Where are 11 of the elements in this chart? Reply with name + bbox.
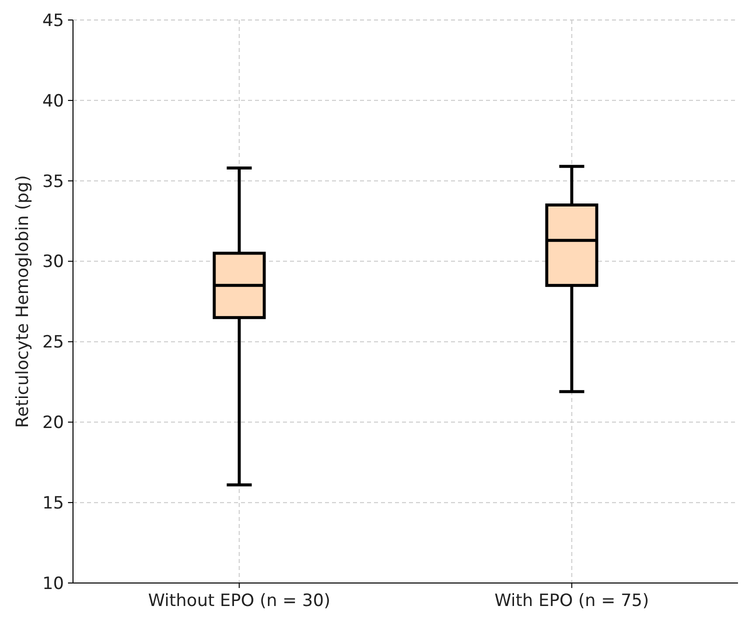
y-axis-title: Reticulocyte Hemoglobin (pg)	[13, 175, 33, 428]
y-tick-label: 15	[42, 494, 64, 514]
y-tick-label: 20	[42, 413, 64, 434]
y-tick-label: 25	[42, 332, 64, 353]
x-tick-label: Without EPO (n = 30)	[148, 591, 330, 611]
y-tick-label: 35	[42, 172, 64, 192]
y-tick-label: 45	[42, 10, 64, 31]
y-tick-label: 10	[42, 574, 64, 594]
y-tick-label: 30	[42, 252, 64, 272]
x-tick-label: With EPO (n = 75)	[494, 591, 650, 611]
y-tick-label: 40	[42, 91, 64, 112]
